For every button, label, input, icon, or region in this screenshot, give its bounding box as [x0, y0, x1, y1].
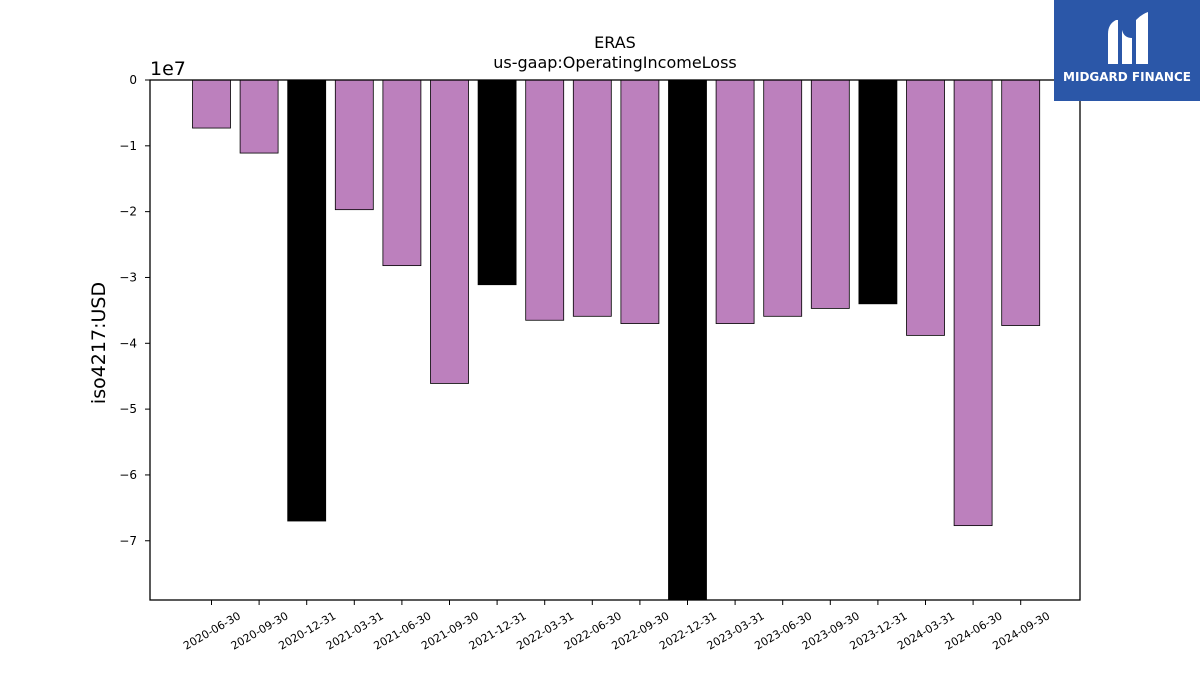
bar-2021-09-30: [430, 80, 469, 384]
y-tick-label: −1: [119, 139, 137, 153]
bar-2020-06-30: [192, 80, 231, 129]
bar-2023-09-30: [810, 80, 850, 309]
bar-2023-06-30: [763, 80, 803, 317]
plot-frame: [149, 79, 1081, 601]
y-axis-ticks: 0 −1 −2 −3 −4 −5 −6 −7: [119, 73, 150, 548]
x-axis-ticks: 2020-06-302020-09-302020-12-312021-03-31…: [181, 600, 1052, 653]
brand-name: MIDGARD FINANCE: [1063, 70, 1191, 84]
y-tick-label: −5: [119, 402, 137, 416]
brand-logo-icon: [1108, 12, 1148, 64]
bars-group: [192, 80, 1041, 600]
bar-2023-12-31: [858, 80, 898, 305]
chart-subtitle: us-gaap:OperatingIncomeLoss: [493, 53, 737, 72]
bar-2023-03-31: [715, 80, 755, 324]
bar-2022-09-30: [620, 80, 660, 324]
bar-2024-03-31: [906, 80, 945, 336]
bar-2022-12-31: [668, 80, 707, 600]
y-tick-label: −2: [119, 205, 137, 219]
y-tick-label: −6: [119, 468, 137, 482]
y-tick-label: −4: [119, 336, 137, 350]
chart-title: ERAS: [594, 33, 636, 52]
scale-label: 1e7: [150, 58, 186, 80]
bar-2020-12-31: [287, 80, 327, 522]
bar-2022-06-30: [572, 80, 612, 317]
y-tick-label: −3: [119, 270, 137, 284]
bar-2024-06-30: [953, 80, 993, 527]
bar-2020-09-30: [239, 80, 279, 154]
bar-2024-09-30: [1001, 80, 1041, 326]
bar-2021-12-31: [477, 80, 517, 286]
y-tick-label: −7: [119, 534, 137, 548]
y-tick-label: 0: [129, 73, 137, 87]
bar-2022-03-31: [525, 80, 565, 321]
bar-2021-06-30: [382, 80, 422, 267]
bar-2021-03-31: [334, 80, 374, 211]
y-axis-label: iso4217:USD: [88, 282, 110, 404]
brand-logo: MIDGARD FINANCE: [1054, 0, 1200, 101]
